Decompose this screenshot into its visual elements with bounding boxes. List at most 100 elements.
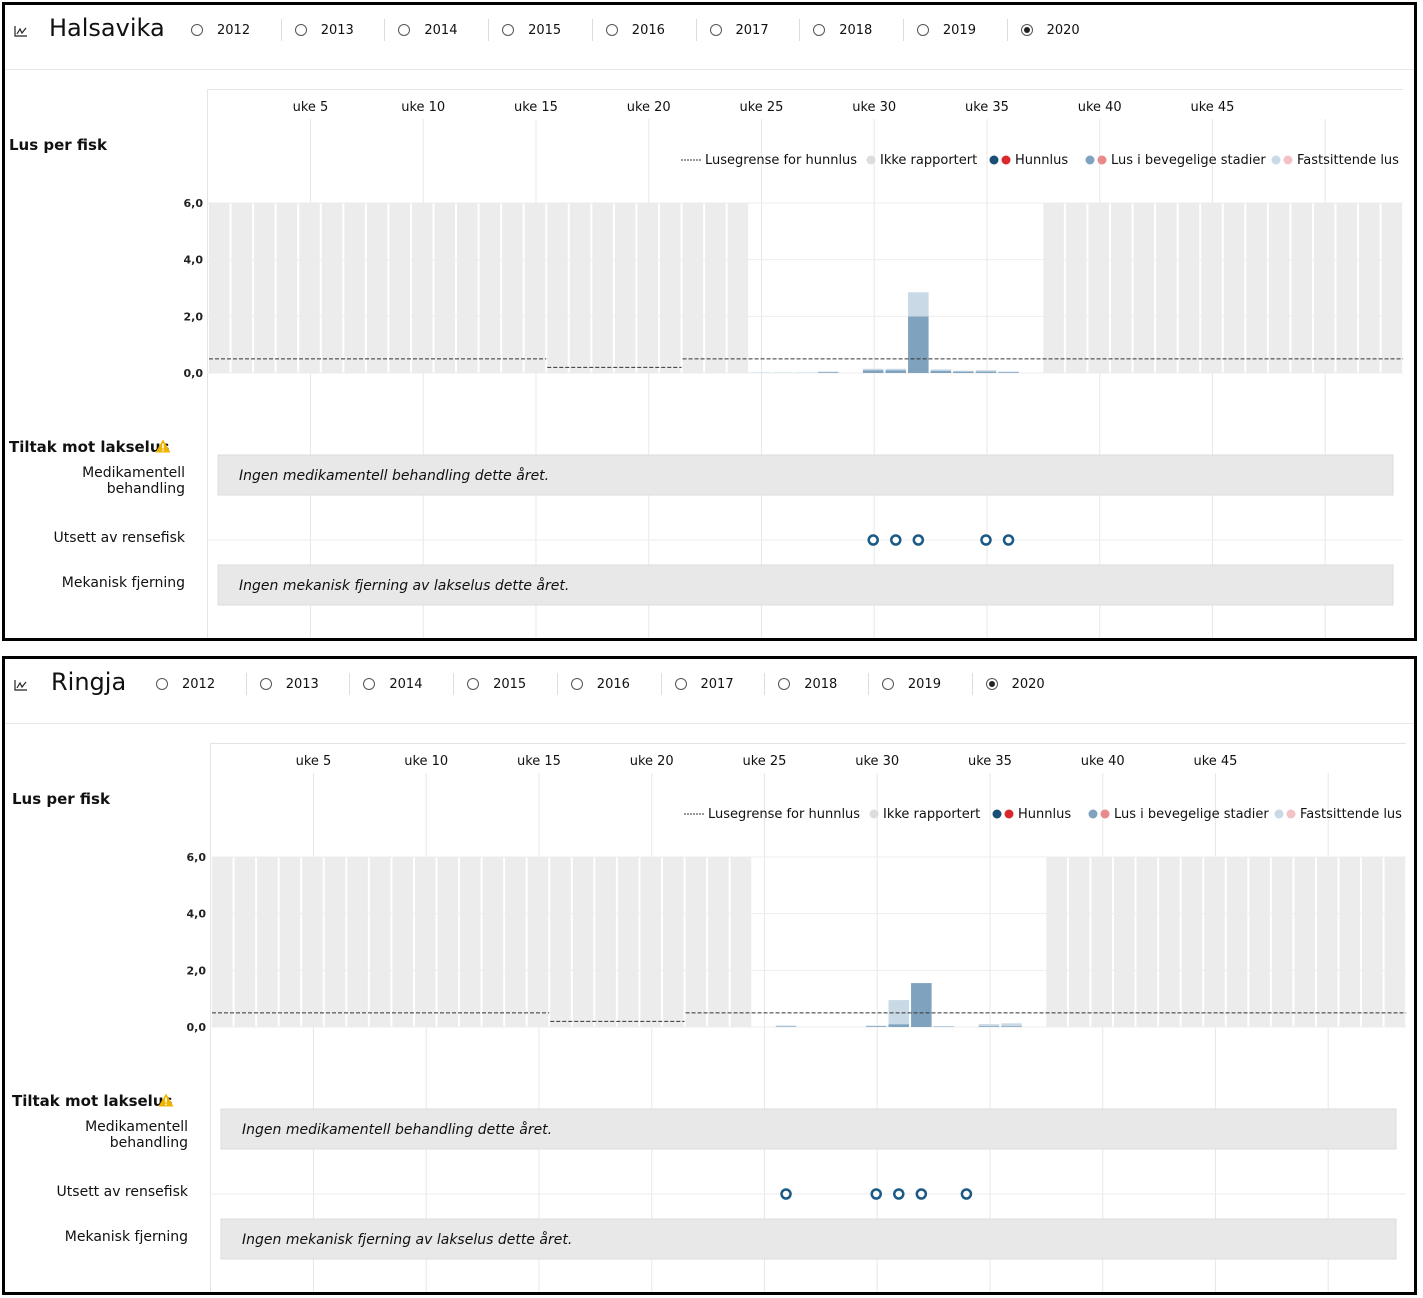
not-reported-bar (1156, 203, 1177, 373)
year-option-2018[interactable]: 2018 (778, 673, 837, 695)
year-option-2012[interactable]: 2012 (191, 19, 250, 41)
bevegelige-bar (865, 1026, 887, 1027)
not-reported-bar (640, 857, 661, 1027)
radio-button[interactable] (1020, 24, 1033, 36)
bevegelige-bar (817, 372, 839, 373)
legend-label: Lusegrense for hunnlus (705, 153, 857, 168)
not-reported-bar (505, 857, 526, 1027)
radio-button[interactable] (605, 24, 618, 36)
not-reported-bar (547, 203, 568, 373)
lus-per-fisk-heading: Lus per fisk (12, 790, 110, 808)
x-tick-label: uke 15 (517, 754, 561, 769)
radio-button[interactable] (502, 24, 515, 36)
not-reported-bar (1136, 857, 1158, 1027)
year-divider (1006, 19, 1008, 41)
not-reported-bar (1316, 857, 1338, 1027)
year-option-2014[interactable]: 2014 (398, 19, 457, 41)
rensefisk-marker[interactable] (980, 534, 992, 546)
not-reported-bar (1181, 857, 1203, 1027)
tiltak-heading: Tiltak mot lakselus (9, 438, 170, 456)
radio-button[interactable] (813, 24, 826, 36)
x-tick-label: uke 45 (1193, 754, 1237, 769)
year-option-2017[interactable]: 2017 (709, 19, 769, 41)
year-label: 2014 (389, 676, 423, 692)
warning-icon[interactable] (158, 1093, 174, 1107)
rensefisk-marker[interactable] (960, 1188, 973, 1200)
year-option-2014[interactable]: 2014 (363, 673, 422, 695)
not-reported-bar (1339, 857, 1361, 1027)
fastsittende-bar (998, 371, 1019, 373)
radio-button[interactable] (259, 678, 272, 690)
fastsittende-bar (908, 292, 929, 317)
radio-button[interactable] (294, 24, 307, 36)
radio-button[interactable] (916, 24, 929, 36)
bevegelige-bar (775, 1026, 797, 1027)
not-reported-bar (234, 857, 256, 1027)
year-option-2019[interactable]: 2019 (916, 19, 976, 41)
not-reported-bar (460, 857, 481, 1027)
year-option-2020[interactable]: 2020 (1020, 19, 1080, 41)
rensefisk-marker[interactable] (1002, 534, 1015, 546)
not-reported-bar (344, 203, 365, 373)
rensefisk-marker[interactable] (870, 1188, 882, 1200)
medication-note: Ingen medikamentell behandling dette åre… (242, 1121, 552, 1138)
fastsittende-bar (953, 370, 974, 372)
year-option-2012[interactable]: 2012 (156, 673, 215, 695)
radio-button[interactable] (398, 24, 411, 36)
year-option-2015[interactable]: 2015 (467, 673, 526, 695)
radio-button[interactable] (467, 678, 480, 690)
legend-swatch (1001, 155, 1011, 165)
year-option-2016[interactable]: 2016 (570, 673, 630, 695)
rensefisk-marker[interactable] (867, 534, 879, 546)
not-reported-bar (392, 857, 413, 1027)
legend-swatch (1100, 809, 1110, 819)
radio-button[interactable] (674, 678, 687, 690)
year-option-2013[interactable]: 2013 (294, 19, 354, 41)
year-option-2019[interactable]: 2019 (881, 673, 941, 695)
year-option-2016[interactable]: 2016 (605, 19, 665, 41)
medication-note-box (220, 1108, 1397, 1150)
year-option-2018[interactable]: 2018 (813, 19, 872, 41)
bevegelige-bar (998, 372, 1019, 373)
not-reported-bar (254, 203, 275, 373)
x-tick-label: uke 20 (627, 100, 671, 115)
warning-icon[interactable] (155, 439, 171, 453)
rensefisk-marker[interactable] (890, 534, 902, 546)
fastsittende-bar (775, 1025, 797, 1027)
rensefisk-marker[interactable] (780, 1188, 792, 1200)
rensefisk-marker[interactable] (893, 1188, 905, 1200)
radio-button[interactable] (191, 24, 203, 36)
legend: Lusegrense for hunnlus Ikke rapportert Hun… (684, 807, 1402, 822)
not-reported-bar (1268, 203, 1290, 373)
not-reported-bar (1271, 857, 1293, 1027)
fastsittende-bar (930, 369, 952, 371)
bevegelige-bar (978, 1026, 1000, 1027)
year-divider (902, 19, 904, 41)
year-divider (695, 19, 697, 41)
not-reported-bar (1201, 203, 1222, 373)
fastsittende-bar (975, 370, 997, 372)
year-option-2013[interactable]: 2013 (259, 673, 319, 695)
not-reported-bar (1159, 857, 1180, 1027)
radio-button[interactable] (709, 24, 722, 36)
year-option-2015[interactable]: 2015 (502, 19, 561, 41)
legend-label: Hunnlus (1018, 807, 1071, 822)
radio-button[interactable] (570, 678, 583, 690)
year-divider (384, 19, 386, 41)
rensefisk-marker[interactable] (915, 1188, 928, 1200)
year-label: 2013 (285, 676, 319, 692)
fastsittende-bar (817, 371, 839, 373)
radio-button[interactable] (985, 678, 998, 690)
year-option-2020[interactable]: 2020 (985, 673, 1045, 695)
year-option-2017[interactable]: 2017 (674, 673, 734, 695)
not-reported-bar (663, 857, 684, 1027)
fastsittende-bar (865, 1025, 887, 1027)
radio-button[interactable] (881, 678, 894, 690)
legend-swatch (1286, 809, 1296, 819)
radio-button[interactable] (363, 678, 376, 690)
radio-button[interactable] (778, 678, 791, 690)
radio-button[interactable] (156, 678, 168, 690)
rensefisk-marker[interactable] (912, 534, 925, 546)
x-tick-label: uke 15 (514, 100, 558, 115)
legend-swatch (1274, 809, 1284, 819)
